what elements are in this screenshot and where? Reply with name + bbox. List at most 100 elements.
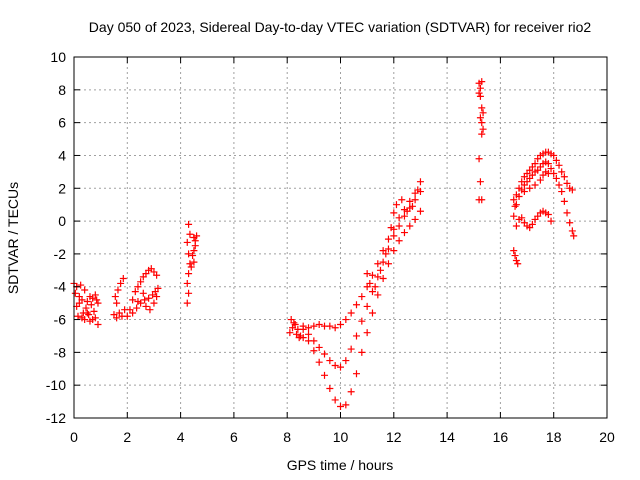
data-point [411,196,419,204]
data-point [403,207,411,215]
data-point [512,201,520,209]
data-point [71,289,79,297]
x-tick-label: 4 [177,429,185,445]
data-point [560,197,568,205]
x-tick-label: 6 [230,429,238,445]
data-point [511,252,519,260]
data-point [390,232,398,240]
data-point [89,316,97,324]
data-point [411,215,419,223]
data-point [185,289,193,297]
data-point [321,371,329,379]
data-point [475,89,483,97]
data-point [544,160,552,168]
data-point [475,196,483,204]
y-tick-label: -8 [54,344,67,360]
data-point [83,309,91,317]
data-point [295,334,303,342]
data-point [347,309,355,317]
y-tick-label: -4 [54,279,67,295]
data-point [518,214,526,222]
data-point [379,275,387,283]
data-point [526,184,534,192]
data-point [129,296,137,304]
y-tick-label: -10 [46,377,66,393]
data-point [193,232,201,240]
data-point [315,320,323,328]
data-point [113,299,121,307]
data-point [190,247,198,255]
data-point [515,184,523,192]
data-point [87,301,95,309]
y-axis: -12 -10 -8 -6 -4 -2 0 2 4 6 8 10 [46,49,607,426]
data-point [326,322,334,330]
data-point [390,247,398,255]
data-point [510,196,518,204]
x-tick-label: 2 [123,429,131,445]
data-point [342,316,350,324]
data-point [347,388,355,396]
data-point [183,299,191,307]
data-point [566,219,574,227]
data-point [476,92,484,100]
data-point [406,222,414,230]
data-point [387,224,395,232]
data-point [512,222,520,230]
data-point [363,302,371,310]
data-point [371,283,379,291]
data-point [154,284,162,292]
data-point [568,227,576,235]
data-point [528,220,536,228]
data-point [414,186,422,194]
data-point [74,312,82,320]
x-tick-label: 18 [546,429,562,445]
data-point [515,192,523,200]
data-point [342,357,350,365]
data-point [400,229,408,237]
data-point [326,384,334,392]
data-point [514,260,522,268]
data-point [368,288,376,296]
data-point [395,237,403,245]
data-point [366,279,374,287]
x-tick-label: 10 [333,429,349,445]
y-axis-label: SDTVAR / TECUs [5,182,21,294]
data-point [568,186,576,194]
data-point [185,250,193,258]
data-point [85,311,93,319]
data-point [476,178,484,186]
data-point [331,396,339,404]
data-point [352,370,360,378]
x-axis-label: GPS time / hours [287,457,394,473]
data-point [337,363,344,371]
chart-title: Day 050 of 2023, Sidereal Day-to-day VTE… [89,19,592,35]
data-point [520,188,528,196]
data-point [186,230,194,238]
data-point [555,161,563,169]
data-point [379,258,387,266]
data-point [352,301,360,309]
data-point [315,343,323,351]
data-point [133,304,141,312]
data-point [560,173,568,181]
data-point [134,297,142,305]
data-point [547,165,555,173]
data-point [374,260,382,268]
data-point [510,247,518,255]
data-point [189,252,197,260]
data-point [183,238,191,246]
data-point [384,245,392,253]
data-point [86,293,94,301]
data-point [113,314,121,322]
data-point [321,350,329,358]
y-tick-label: 8 [58,82,66,98]
data-point [186,260,194,268]
data-point [374,273,382,281]
data-point [476,84,484,92]
data-point [550,151,558,159]
data-point [331,361,339,369]
data-point [558,188,566,196]
data-point [342,401,350,409]
data-point [142,302,150,310]
data-point [153,271,161,279]
